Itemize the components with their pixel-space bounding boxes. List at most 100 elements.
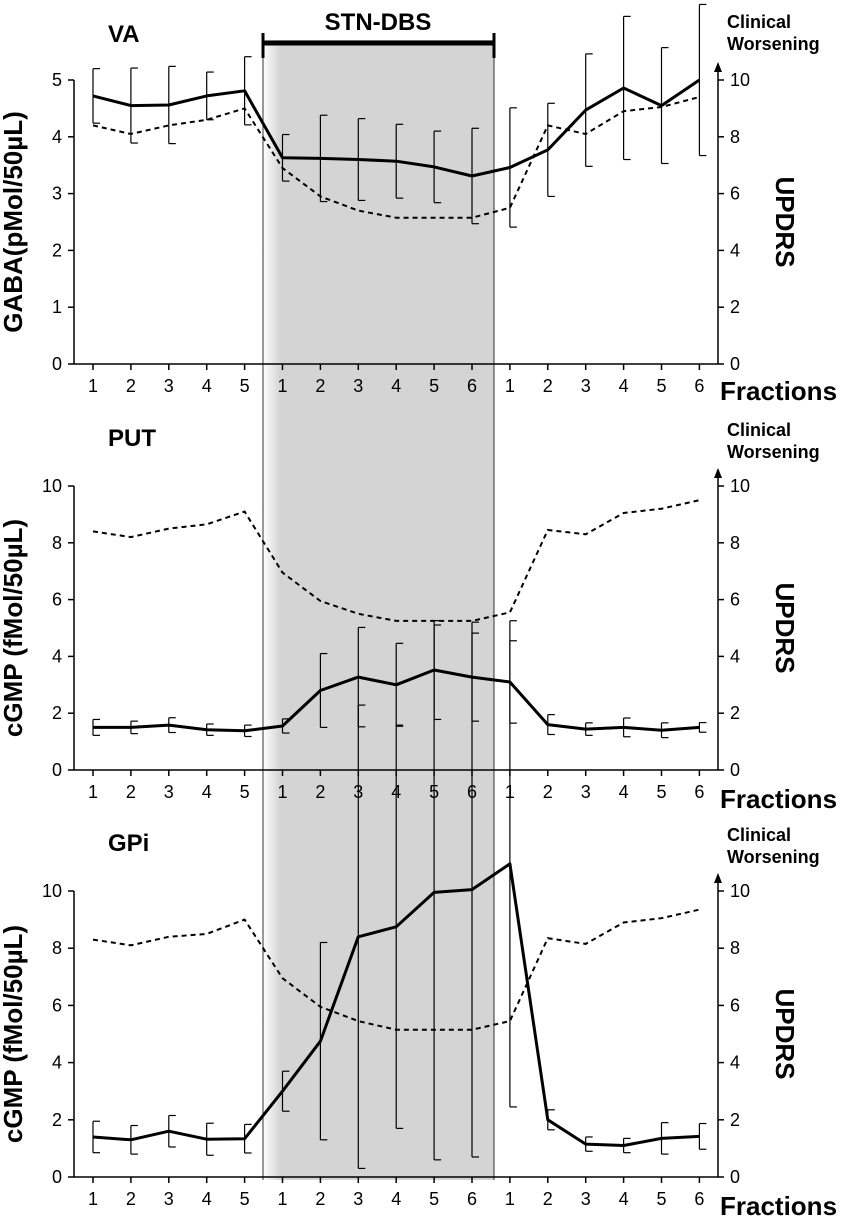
left-tick-label: 0 bbox=[52, 1167, 62, 1187]
left-tick-label: 0 bbox=[52, 760, 62, 780]
left-tick-label: 4 bbox=[52, 1053, 62, 1073]
x-tick-label: 5 bbox=[240, 376, 250, 396]
x-tick-label: 6 bbox=[694, 376, 704, 396]
right-tick-label: 10 bbox=[730, 70, 750, 90]
clinical-worsening-line1: Clinical bbox=[727, 420, 791, 440]
right-tick-label: 10 bbox=[730, 881, 750, 901]
x-tick-label: 3 bbox=[164, 376, 174, 396]
x-tick-label: 4 bbox=[391, 1189, 401, 1209]
left-tick-label: 8 bbox=[52, 938, 62, 958]
left-tick-label: 6 bbox=[52, 995, 62, 1015]
panel-title: GPi bbox=[108, 830, 149, 857]
x-tick-label: 6 bbox=[694, 782, 704, 802]
x-tick-label: 1 bbox=[88, 376, 98, 396]
updrs-series-line bbox=[92, 96, 700, 219]
x-tick-label: 3 bbox=[581, 782, 591, 802]
right-tick-label: 0 bbox=[730, 760, 740, 780]
x-tick-label: 3 bbox=[164, 1189, 174, 1209]
right-axis-label: UPDRS bbox=[770, 988, 800, 1079]
x-tick-label: 1 bbox=[88, 1189, 98, 1209]
right-tick-label: 2 bbox=[730, 1110, 740, 1130]
right-tick-label: 4 bbox=[730, 1053, 740, 1073]
right-tick-label: 8 bbox=[730, 938, 740, 958]
right-tick-label: 2 bbox=[730, 703, 740, 723]
x-tick-label: 2 bbox=[543, 782, 553, 802]
x-tick-label: 4 bbox=[619, 1189, 629, 1209]
right-tick-label: 6 bbox=[730, 590, 740, 610]
left-axis-label: GABA(pMol/50µL) bbox=[0, 111, 28, 333]
left-tick-label: 1 bbox=[52, 297, 62, 317]
right-axis-label: UPDRS bbox=[770, 582, 800, 673]
left-tick-label: 4 bbox=[52, 127, 62, 147]
x-tick-label: 6 bbox=[694, 1189, 704, 1209]
x-tick-label: 3 bbox=[164, 782, 174, 802]
worsening-arrow-icon bbox=[714, 873, 722, 883]
x-tick-label: 5 bbox=[240, 782, 250, 802]
clinical-worsening-line1: Clinical bbox=[727, 12, 791, 32]
right-tick-label: 8 bbox=[730, 533, 740, 553]
updrs-series-line bbox=[92, 908, 700, 1031]
left-tick-label: 10 bbox=[42, 476, 62, 496]
x-tick-label: 6 bbox=[467, 376, 477, 396]
x-tick-label: 3 bbox=[581, 376, 591, 396]
x-tick-label: 2 bbox=[543, 376, 553, 396]
x-tick-label: 5 bbox=[656, 376, 666, 396]
x-tick-label: 1 bbox=[505, 376, 515, 396]
x-tick-label: 4 bbox=[202, 1189, 212, 1209]
x-tick-label: 1 bbox=[277, 376, 287, 396]
x-tick-label: 2 bbox=[126, 1189, 136, 1209]
left-tick-label: 8 bbox=[52, 533, 62, 553]
left-tick-label: 2 bbox=[52, 240, 62, 260]
x-tick-label: 1 bbox=[277, 1189, 287, 1209]
x-tick-label: 5 bbox=[656, 1189, 666, 1209]
x-axis-label: Fractions bbox=[720, 1191, 837, 1221]
left-tick-label: 0 bbox=[52, 354, 62, 374]
x-tick-label: 6 bbox=[467, 1189, 477, 1209]
x-tick-label: 2 bbox=[126, 782, 136, 802]
x-tick-label: 3 bbox=[353, 376, 363, 396]
right-tick-label: 6 bbox=[730, 184, 740, 204]
right-tick-label: 6 bbox=[730, 995, 740, 1015]
x-tick-label: 2 bbox=[126, 376, 136, 396]
x-tick-label: 5 bbox=[429, 1189, 439, 1209]
x-tick-label: 5 bbox=[656, 782, 666, 802]
x-tick-label: 2 bbox=[315, 782, 325, 802]
x-tick-label: 2 bbox=[315, 376, 325, 396]
x-tick-label: 4 bbox=[202, 376, 212, 396]
x-tick-label: 5 bbox=[429, 376, 439, 396]
right-tick-label: 8 bbox=[730, 127, 740, 147]
right-tick-label: 2 bbox=[730, 297, 740, 317]
right-tick-label: 4 bbox=[730, 646, 740, 666]
x-axis-label: Fractions bbox=[720, 376, 837, 406]
left-axis-label: cGMP (fMol/50µL) bbox=[0, 925, 28, 1143]
clinical-worsening-line2: Worsening bbox=[727, 442, 820, 462]
x-tick-label: 1 bbox=[88, 782, 98, 802]
x-tick-label: 1 bbox=[277, 782, 287, 802]
updrs-series-line bbox=[92, 499, 700, 622]
left-tick-label: 4 bbox=[52, 646, 62, 666]
measurement-series-line bbox=[93, 668, 700, 733]
x-tick-label: 2 bbox=[315, 1189, 325, 1209]
left-tick-label: 3 bbox=[52, 184, 62, 204]
panel-title: PUT bbox=[108, 425, 156, 452]
x-tick-label: 3 bbox=[353, 1189, 363, 1209]
measurement-series-line bbox=[92, 78, 701, 178]
stimulation-label: STN-DBS bbox=[325, 9, 432, 36]
left-tick-label: 5 bbox=[52, 70, 62, 90]
right-axis-label: UPDRS bbox=[770, 176, 800, 267]
left-tick-label: 10 bbox=[42, 881, 62, 901]
left-axis-label: cGMP (fMol/50µL) bbox=[0, 519, 28, 737]
clinical-worsening-line1: Clinical bbox=[727, 825, 791, 845]
x-tick-label: 5 bbox=[240, 1189, 250, 1209]
left-tick-label: 6 bbox=[52, 590, 62, 610]
right-tick-label: 4 bbox=[730, 240, 740, 260]
right-tick-label: 0 bbox=[730, 354, 740, 374]
right-tick-label: 10 bbox=[730, 476, 750, 496]
left-tick-label: 2 bbox=[52, 703, 62, 723]
x-tick-label: 4 bbox=[202, 782, 212, 802]
left-tick-label: 2 bbox=[52, 1110, 62, 1130]
